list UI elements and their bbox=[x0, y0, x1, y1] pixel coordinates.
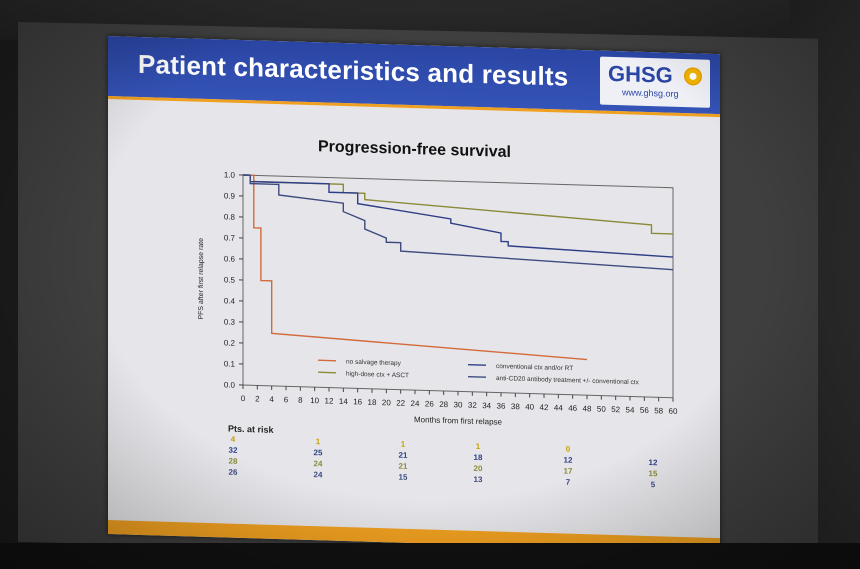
x-tick-label: 22 bbox=[396, 399, 405, 408]
x-tick-label: 60 bbox=[669, 407, 678, 416]
x-tick-label: 24 bbox=[411, 399, 420, 408]
risk-cell: 21 bbox=[399, 451, 408, 460]
risk-cell: 13 bbox=[474, 475, 483, 484]
x-tick-label: 36 bbox=[497, 402, 506, 411]
risk-cell: 26 bbox=[229, 468, 238, 477]
y-tick-label: 0.7 bbox=[224, 233, 236, 242]
y-axis-label: PFS after first relapse rate bbox=[198, 238, 205, 320]
audience-heads bbox=[0, 543, 860, 569]
legend-label-2: high-dose ctx + ASCT bbox=[346, 371, 409, 380]
risk-cell: 21 bbox=[399, 462, 408, 471]
risk-cell: 18 bbox=[474, 453, 483, 462]
presentation-slide: Patient characteristics and results GHSG… bbox=[108, 36, 720, 553]
risk-cell: 1 bbox=[401, 440, 406, 449]
risk-cell: 24 bbox=[314, 470, 323, 479]
x-tick-label: 20 bbox=[382, 398, 391, 407]
risk-cell: 24 bbox=[314, 459, 323, 468]
y-tick-label: 0.0 bbox=[224, 380, 236, 389]
risk-cell: 25 bbox=[314, 448, 323, 457]
risk-cell: 28 bbox=[229, 457, 238, 466]
x-tick-label: 32 bbox=[468, 401, 477, 410]
y-tick-label: 0.5 bbox=[224, 275, 236, 284]
x-tick-label: 38 bbox=[511, 402, 520, 411]
x-tick-label: 44 bbox=[554, 403, 563, 412]
x-tick-label: 56 bbox=[640, 406, 649, 415]
y-tick-label: 1.0 bbox=[224, 170, 236, 179]
legend-label-4: anti-CD20 antibody treatment +/- convent… bbox=[496, 375, 640, 386]
risk-cell: 12 bbox=[649, 458, 658, 467]
risk-cell: 17 bbox=[564, 467, 573, 476]
risk-cell: 20 bbox=[474, 464, 483, 473]
x-tick-label: 0 bbox=[241, 394, 246, 403]
y-tick-label: 0.4 bbox=[224, 296, 236, 305]
x-tick-label: 18 bbox=[368, 398, 377, 407]
x-tick-label: 50 bbox=[597, 405, 606, 414]
risk-cell: 12 bbox=[564, 456, 573, 465]
x-tick-label: 2 bbox=[255, 394, 260, 403]
x-tick-label: 54 bbox=[626, 405, 635, 414]
x-tick-label: 42 bbox=[540, 403, 549, 412]
x-tick-label: 10 bbox=[310, 396, 319, 405]
x-axis-label: Months from first relapse bbox=[414, 415, 503, 427]
x-tick-label: 16 bbox=[353, 397, 362, 406]
risk-cell: 0 bbox=[566, 445, 571, 454]
y-tick-label: 0.6 bbox=[224, 254, 236, 263]
x-tick-label: 40 bbox=[525, 402, 534, 411]
legend-swatch-4 bbox=[468, 375, 486, 378]
x-tick-label: 48 bbox=[583, 404, 592, 413]
x-tick-label: 12 bbox=[325, 396, 334, 405]
risk-cell: 4 bbox=[231, 435, 236, 444]
risk-cell: 15 bbox=[399, 473, 408, 482]
x-tick-label: 6 bbox=[284, 395, 289, 404]
x-tick-label: 26 bbox=[425, 399, 434, 408]
risk-table-label: Pts. at risk bbox=[228, 423, 274, 435]
x-tick-label: 8 bbox=[298, 396, 303, 405]
legend-label-1: no salvage therapy bbox=[346, 359, 402, 368]
x-tick-label: 34 bbox=[482, 401, 491, 410]
risk-cell: 32 bbox=[229, 446, 238, 455]
pfs-chart: 0.00.10.20.30.40.50.60.70.80.91.00 2 4 6 8 10… bbox=[198, 170, 678, 489]
x-tick-label: 52 bbox=[611, 405, 620, 414]
x-tick-label: 28 bbox=[439, 400, 448, 409]
y-tick-label: 0.2 bbox=[224, 338, 236, 347]
legend-label-3: conventional ctx and/or RT bbox=[496, 363, 573, 372]
legend-swatch-1 bbox=[318, 359, 336, 362]
x-tick-label: 46 bbox=[568, 404, 577, 413]
risk-cell: 5 bbox=[651, 480, 656, 489]
series-line-4 bbox=[243, 174, 674, 271]
series-line-3 bbox=[243, 174, 674, 258]
x-tick-label: 14 bbox=[339, 397, 348, 406]
y-tick-label: 0.8 bbox=[224, 212, 236, 221]
x-tick-label: 30 bbox=[454, 400, 463, 409]
series-line-1 bbox=[243, 174, 588, 361]
risk-cell: 7 bbox=[566, 478, 571, 487]
x-tick-label: 4 bbox=[269, 395, 274, 404]
legend-swatch-2 bbox=[318, 371, 336, 374]
risk-cell: 1 bbox=[316, 437, 321, 446]
risk-cell: 15 bbox=[649, 469, 658, 478]
y-tick-label: 0.9 bbox=[224, 191, 236, 200]
x-tick-label: 58 bbox=[654, 406, 663, 415]
y-tick-label: 0.3 bbox=[224, 317, 236, 326]
risk-cell: 1 bbox=[476, 442, 481, 451]
legend-swatch-3 bbox=[468, 363, 486, 366]
y-tick-label: 0.1 bbox=[224, 359, 236, 368]
